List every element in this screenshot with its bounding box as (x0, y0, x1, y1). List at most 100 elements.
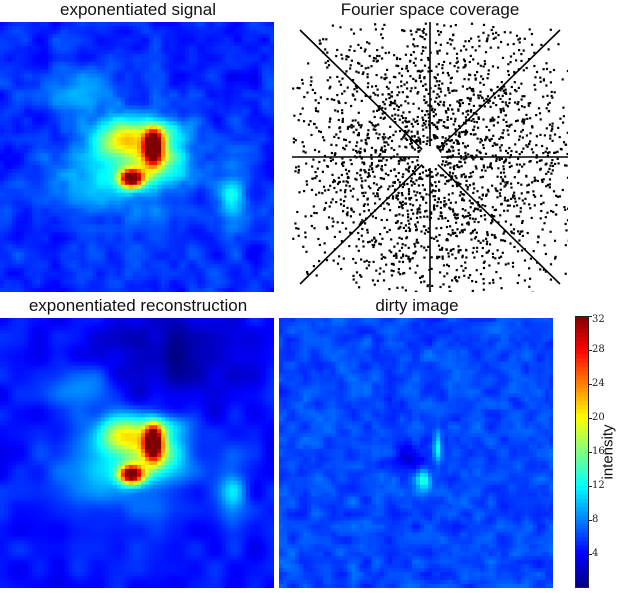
signal-pixel (0, 57, 5, 63)
signal-pixel (157, 57, 162, 63)
signal-pixel (60, 232, 65, 237)
signal-pixel (233, 264, 239, 269)
signal-image (0, 22, 274, 292)
signal-pixel (124, 49, 130, 55)
signal-pixel (265, 73, 271, 78)
signal-pixel (225, 45, 231, 51)
signal-pixel (193, 164, 198, 170)
signal-pixel (173, 252, 178, 257)
signal-pixel (229, 45, 235, 51)
signal-pixel (40, 228, 45, 233)
signal-pixel (181, 248, 186, 253)
signal-pixel (137, 176, 142, 182)
signal-pixel (173, 280, 178, 285)
signal-pixel (193, 228, 198, 233)
signal-pixel (48, 73, 53, 78)
signal-pixel (209, 61, 214, 67)
signal-pixel (257, 256, 263, 261)
signal-pixel (137, 172, 142, 178)
signal-pixel (68, 101, 73, 106)
signal-pixel (149, 264, 154, 269)
signal-pixel (165, 220, 170, 225)
signal-pixel (237, 260, 243, 265)
signal-pixel (100, 129, 106, 134)
signal-pixel (217, 117, 223, 122)
signal-pixel (20, 105, 25, 110)
signal-pixel (209, 188, 214, 194)
signal-pixel (52, 69, 57, 75)
signal-pixel (241, 65, 247, 71)
signal-pixel (128, 216, 134, 221)
signal-pixel (112, 256, 118, 261)
signal-pixel (141, 49, 146, 55)
signal-pixel (40, 49, 45, 55)
signal-pixel (56, 121, 61, 126)
signal-pixel (173, 125, 178, 130)
signal-pixel (16, 232, 21, 237)
signal-pixel (201, 268, 206, 273)
signal-pixel (132, 45, 138, 51)
signal-pixel (157, 25, 162, 31)
signal-pixel (193, 93, 198, 98)
signal-pixel (253, 196, 259, 202)
signal-pixel (189, 188, 194, 194)
signal-pixel (56, 45, 61, 51)
signal-pixel (229, 208, 235, 213)
signal-pixel (16, 180, 21, 186)
signal-pixel (116, 37, 122, 43)
signal-pixel (249, 22, 255, 27)
signal-pixel (4, 85, 9, 90)
signal-pixel (213, 244, 218, 249)
signal-pixel (8, 168, 13, 174)
signal-pixel (76, 77, 81, 82)
signal-pixel (24, 121, 29, 126)
signal-pixel (96, 160, 102, 166)
signal-pixel (116, 288, 122, 292)
signal-pixel (169, 22, 174, 27)
signal-pixel (201, 188, 206, 194)
signal-pixel (241, 260, 247, 265)
signal-pixel (177, 37, 182, 43)
signal-pixel (233, 133, 239, 138)
signal-pixel (92, 33, 98, 39)
signal-pixel (96, 236, 102, 241)
signal-pixel (165, 212, 170, 217)
signal-pixel (225, 25, 231, 31)
signal-pixel (48, 264, 53, 269)
signal-pixel (229, 73, 235, 78)
signal-pixel (52, 264, 57, 269)
signal-pixel (137, 117, 142, 122)
signal-pixel (177, 160, 182, 166)
signal-pixel (88, 129, 94, 134)
signal-pixel (108, 65, 114, 71)
signal-pixel (253, 256, 259, 261)
coverage-point (517, 108, 521, 111)
signal-pixel (52, 284, 57, 289)
signal-pixel (173, 276, 178, 281)
signal-pixel (137, 184, 142, 190)
signal-pixel (128, 224, 134, 229)
coverage-point (396, 220, 399, 223)
signal-pixel (201, 85, 206, 90)
signal-pixel (16, 125, 21, 130)
signal-pixel (128, 184, 134, 190)
signal-pixel (165, 61, 170, 67)
signal-pixel (197, 61, 202, 67)
signal-pixel (189, 137, 194, 142)
coverage-point (394, 221, 398, 224)
signal-pixel (161, 256, 166, 261)
signal-pixel (193, 77, 198, 82)
signal-pixel (213, 109, 218, 114)
signal-pixel (213, 29, 218, 35)
signal-pixel (249, 25, 255, 31)
signal-pixel (137, 168, 142, 174)
signal-pixel (193, 145, 198, 150)
signal-pixel (64, 272, 69, 277)
signal-pixel (161, 196, 166, 202)
signal-pixel (16, 288, 21, 292)
signal-pixel (233, 149, 239, 154)
coverage-point (542, 152, 545, 155)
signal-pixel (165, 113, 170, 118)
signal-pixel (128, 89, 134, 94)
signal-pixel (241, 85, 247, 90)
